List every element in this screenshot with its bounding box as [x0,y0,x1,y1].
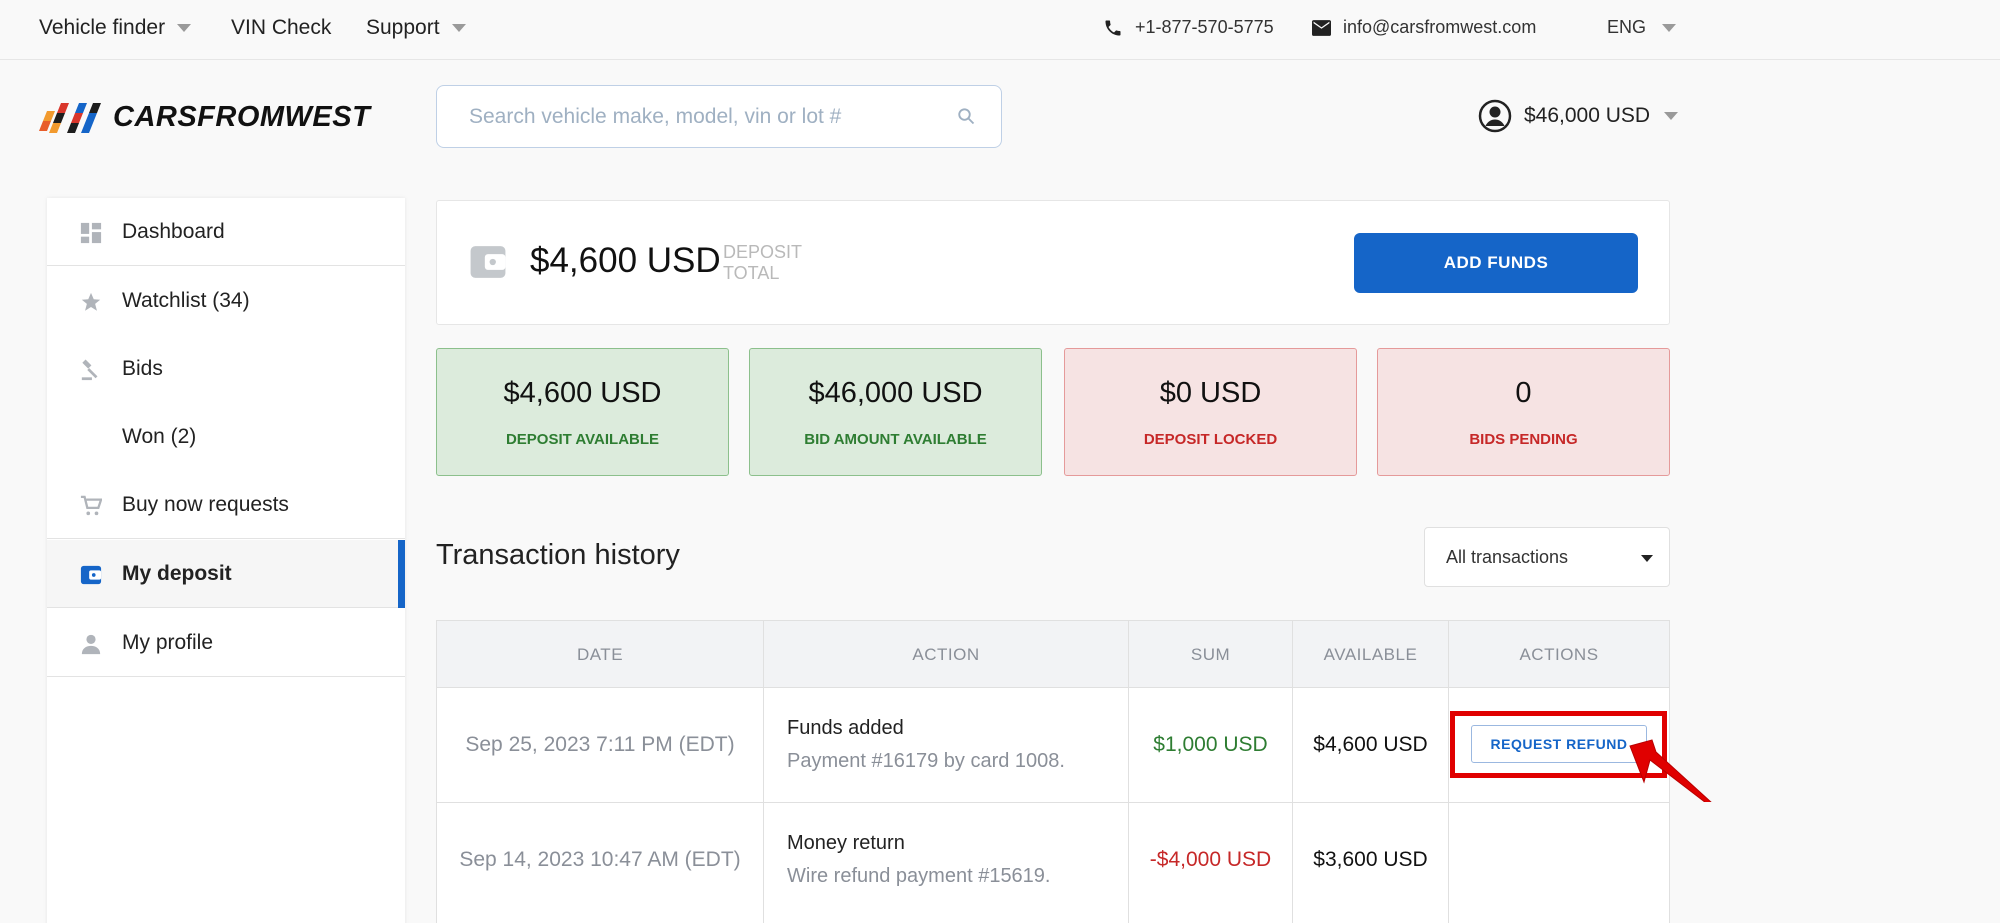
request-refund-button[interactable]: REQUEST REFUND [1471,725,1647,763]
sidebar-item-label: Bids [122,357,163,380]
transaction-table: DATE ACTION SUM AVAILABLE ACTIONS Sep 25… [436,620,1670,923]
row-sum: -$4,000 USD [1149,848,1272,871]
sidebar-item-watchlist[interactable]: Watchlist (34) [47,267,405,335]
vehicle-finder-menu[interactable]: Vehicle finder [39,0,192,55]
column-divider [1448,621,1449,923]
sidebar: Dashboard Watchlist (34) Bids Won (2) Bu… [47,198,405,923]
deposit-sub-line2: TOTAL [723,263,780,283]
sidebar-item-dashboard[interactable]: Dashboard [47,198,405,266]
gavel-icon [81,359,98,381]
phone-number: +1-877-570-5775 [1135,17,1274,37]
sidebar-item-bids[interactable]: Bids [47,335,405,403]
deposit-total-amount: $4,600 USD [530,241,721,280]
wallet-icon [470,246,506,278]
sidebar-item-label: Watchlist (34) [122,289,250,312]
dropdown-arrow-icon [1641,555,1653,562]
vehicle-finder-label: Vehicle finder [39,15,166,39]
phone-link[interactable]: +1-877-570-5775 [1103,0,1274,55]
column-header-date: DATE [576,644,624,664]
column-header-available: AVAILABLE [1323,644,1418,664]
chevron-down-icon [451,23,466,32]
sidebar-item-label: Buy now requests [122,492,289,516]
stat-label: DEPOSIT LOCKED [1143,431,1278,448]
account-circle-icon [1478,99,1512,133]
sidebar-item-label: My deposit [122,561,232,585]
chevron-down-icon [1664,112,1679,120]
table-header: DATE ACTION SUM AVAILABLE ACTIONS [437,621,1669,688]
row-date: Sep 25, 2023 7:11 PM (EDT) [465,733,735,756]
language-label: ENG [1607,17,1647,37]
transaction-filter-select[interactable]: All transactions [1424,527,1670,587]
sidebar-item-my-deposit[interactable]: My deposit [47,540,405,608]
site-logo[interactable]: CARSFROMWEST [39,98,370,136]
stat-deposit-available: $4,600 USD DEPOSIT AVAILABLE [436,348,729,476]
column-header-sum: SUM [1190,644,1231,664]
support-menu[interactable]: Support [366,0,466,55]
sidebar-item-won[interactable]: Won (2) [47,403,405,471]
star-icon [81,292,101,311]
email-link[interactable]: info@carsfromwest.com [1312,0,1536,55]
column-header-actions: ACTIONS [1519,644,1599,664]
chevron-down-icon [1662,23,1677,32]
sidebar-item-label: Won (2) [122,425,197,448]
search-input[interactable] [469,86,939,147]
stat-bid-amount-available: $46,000 USD BID AMOUNT AVAILABLE [749,348,1042,476]
wallet-icon [80,565,102,585]
deposit-sub-line1: DEPOSIT [723,242,803,262]
annotation-arrow-icon [1629,739,1712,802]
top-nav-bar: Vehicle finder VIN Check Support +1-877-… [0,0,2000,60]
annotation-highlight-box [1450,711,1667,778]
cart-icon [80,495,102,516]
phone-icon [1105,20,1121,35]
action-detail: Wire refund payment #15619. [787,865,1051,887]
sidebar-item-label: My profile [122,630,214,654]
search-box [436,85,1002,148]
logo-mark-icon [39,103,101,133]
column-divider [1292,621,1293,923]
search-icon[interactable] [957,107,975,125]
action-title: Money return [787,832,905,854]
vin-check-link[interactable]: VIN Check [231,0,331,55]
row-action: Money return Wire refund payment #15619. [787,803,1117,917]
column-divider [763,621,764,923]
sidebar-item-my-profile[interactable]: My profile [47,609,405,677]
row-action: Funds added Payment #16179 by card 1008. [787,688,1117,802]
row-available: $3,600 USD [1313,848,1428,871]
stat-value: $0 USD [1159,377,1262,409]
action-title: Funds added [787,717,904,739]
column-header-action: ACTION [912,644,980,664]
add-funds-button[interactable]: ADD FUNDS [1354,233,1638,293]
stat-bids-pending: 0 BIDS PENDING [1377,348,1670,476]
filter-value: All transactions [1446,547,1569,567]
stat-label: BID AMOUNT AVAILABLE [804,431,987,448]
stat-label: BIDS PENDING [1469,431,1578,448]
stat-deposit-locked: $0 USD DEPOSIT LOCKED [1064,348,1357,476]
row-sum: $1,000 USD [1153,733,1268,756]
support-label: Support [366,15,440,39]
sidebar-item-buy-now-requests[interactable]: Buy now requests [47,471,405,539]
person-icon [81,634,101,655]
chevron-down-icon [177,23,192,32]
language-selector[interactable]: ENG [1607,0,1677,55]
stat-value: 0 [1515,377,1532,409]
mail-icon [1312,19,1331,36]
logo-text: CARSFROMWEST [113,100,371,133]
sidebar-item-label: Dashboard [122,219,225,243]
row-date: Sep 14, 2023 10:47 AM (EDT) [459,848,741,871]
transaction-history-title: Transaction history [436,539,680,571]
stat-label: DEPOSIT AVAILABLE [505,431,660,448]
row-divider [437,802,1669,803]
dashboard-icon [80,222,102,244]
row-available: $4,600 USD [1313,733,1428,756]
stat-value: $46,000 USD [808,377,983,409]
stat-value: $4,600 USD [503,377,662,409]
action-detail: Payment #16179 by card 1008. [787,750,1065,772]
account-menu[interactable]: $46,000 USD [1478,96,1679,136]
deposit-total-label: DEPOSIT TOTAL [723,242,802,284]
vin-check-label: VIN Check [231,15,332,39]
account-balance: $46,000 USD [1524,104,1651,127]
email-address: info@carsfromwest.com [1343,17,1537,37]
deposit-total-card: $4,600 USD DEPOSIT TOTAL ADD FUNDS [436,200,1670,325]
column-divider [1128,621,1129,923]
